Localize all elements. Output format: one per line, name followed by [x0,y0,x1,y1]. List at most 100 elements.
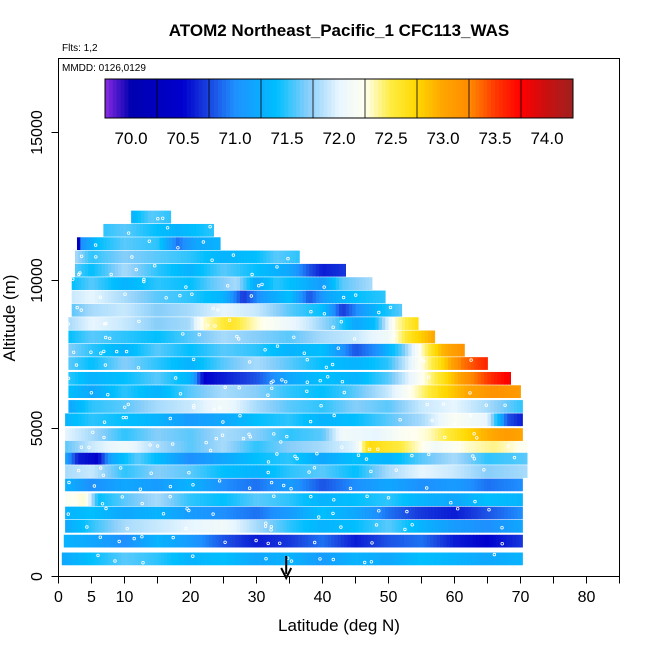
heatmap-row [131,210,172,224]
heatmap-cell [104,493,109,507]
heatmap-cell [342,428,346,441]
heatmap-cell [236,478,241,492]
heatmap-cell [296,330,300,344]
heatmap-cell [157,303,162,317]
heatmap-row [68,371,511,385]
heatmap-cell [372,290,376,304]
heatmap-cell [388,519,393,533]
heatmap-cell [385,385,389,399]
heatmap-cell [104,400,109,413]
heatmap-cell [418,465,422,478]
heatmap-cell [253,385,257,399]
heatmap-cell [385,303,389,317]
heatmap-cell [230,357,234,370]
heatmap-cell [137,317,142,330]
heatmap-cell [418,493,422,507]
heatmap-cell [183,413,188,427]
heatmap-cell [220,277,224,290]
heatmap-cell [131,465,135,478]
heatmap-cell [114,552,119,566]
heatmap-cell [312,343,317,357]
heatmap-cell [167,330,172,344]
heatmap-cell [408,413,412,427]
heatmap-cell [256,250,261,264]
heatmap-cell [170,413,175,427]
colorbar-segment [549,79,554,118]
colorbar-tick-label: 72.0 [322,129,355,148]
heatmap-cell [71,552,76,566]
heatmap-cell [398,465,403,478]
heatmap-cell [451,506,455,520]
heatmap-cell [391,493,396,507]
heatmap-cell [378,371,383,385]
heatmap-cell [378,413,383,427]
heatmap-cell [253,478,257,492]
heatmap-cell [220,385,224,399]
heatmap-cell [319,317,323,330]
heatmap-cell [177,428,181,441]
heatmap-cell [315,493,320,507]
heatmap-cell [127,552,132,566]
heatmap-cell [141,263,145,277]
colorbar-segment [186,79,192,118]
heatmap-cell [289,330,294,344]
sample-point [140,535,144,539]
heatmap-cell [342,440,346,453]
heatmap-cell [88,263,92,277]
heatmap-cell [421,400,426,413]
colorbar-segment [245,79,250,118]
heatmap-cell [418,385,422,399]
heatmap-cell [220,440,224,453]
heatmap-cell [179,534,183,548]
heatmap-cell [497,385,502,399]
heatmap-cell [154,519,158,533]
heatmap-cell [167,277,172,290]
heatmap-cell [325,290,330,304]
heatmap-cell [94,413,99,427]
heatmap-cell [131,440,135,453]
heatmap-cell [144,303,148,317]
heatmap-cell [126,534,131,548]
heatmap-cell [365,303,370,317]
heatmap-cell [91,465,96,478]
heatmap-cell [517,400,521,413]
heatmap-cell [160,263,165,277]
heatmap-cell [325,343,330,357]
heatmap-cell [269,277,274,290]
heatmap-cell [335,371,340,385]
heatmap-cell [512,534,517,548]
sample-point [295,456,299,461]
heatmap-cell [141,451,145,465]
colorbar-segment [463,79,469,118]
heatmap-cell [233,451,238,465]
sample-point [471,454,475,458]
heatmap-cell [101,465,106,478]
heatmap-cell [230,440,234,453]
heatmap-cell [256,413,261,427]
heatmap-cell [269,493,274,507]
heatmap-cell [484,371,488,385]
heatmap-cell [230,552,234,566]
heatmap-cell [490,506,495,520]
sample-point [289,487,293,491]
sample-point [269,480,274,485]
x-tick-label: 80 [578,589,596,606]
heatmap-cell [279,385,284,399]
heatmap-cell [124,519,129,533]
heatmap-cell [480,451,485,465]
heatmap-cell [302,451,307,465]
sample-point [370,541,374,545]
heatmap-cell [249,250,254,264]
heatmap-cell [348,400,353,413]
heatmap-cell [210,303,214,317]
heatmap-cell [416,534,421,548]
sample-point [104,321,108,326]
heatmap-cell [391,465,396,478]
heatmap-cell [375,343,379,357]
heatmap-cell [441,519,445,533]
heatmap-cell [187,303,191,317]
heatmap-cell [418,343,422,357]
heatmap-cell [124,385,129,399]
heatmap-cell [372,303,376,317]
heatmap-cell [236,343,241,357]
